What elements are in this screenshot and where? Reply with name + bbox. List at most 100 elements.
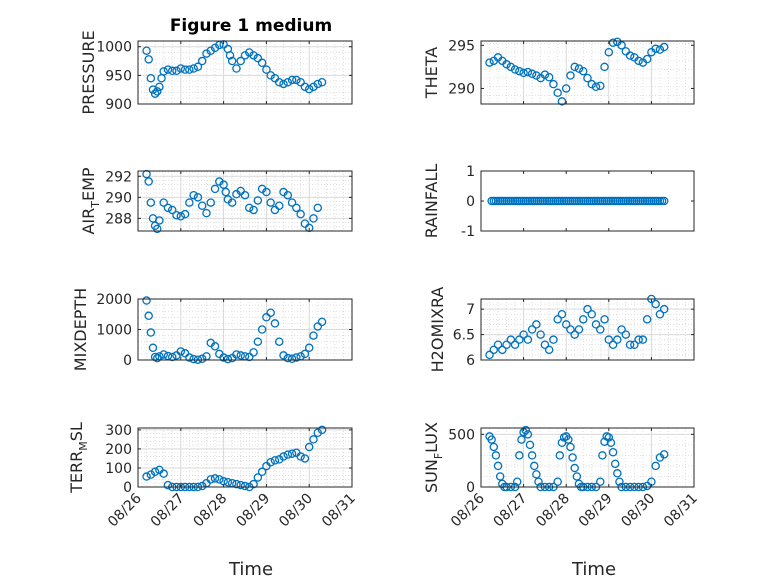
figure-title: Figure 1 medium (170, 16, 332, 36)
axes-box (480, 40, 695, 105)
data-point (287, 449, 297, 458)
x-tick-label: 08/31 (319, 491, 359, 531)
data-point (163, 65, 173, 74)
data-point (197, 56, 207, 66)
data-point (659, 42, 669, 52)
data-point (257, 467, 267, 477)
data-point (608, 447, 618, 457)
y-tick-label: 288 (105, 211, 132, 227)
data-point (570, 62, 579, 72)
data-point (159, 469, 168, 478)
data-point (245, 48, 254, 57)
data-point (493, 340, 503, 349)
y-axis-label-main: RAINFALL (422, 164, 441, 239)
data-point (296, 452, 305, 461)
subplot-mixdepth: 0 1000 2000 MIXDEPTH (71, 288, 353, 371)
y-axis-label: PRESSURE (79, 30, 98, 114)
data-point (544, 72, 554, 82)
axes-box (137, 427, 353, 488)
data-point (249, 205, 258, 215)
data-point (304, 442, 314, 452)
y-axis-label-main: AIR (79, 208, 98, 235)
data-point (283, 450, 293, 459)
y-axis-label-subscript: F (432, 453, 445, 459)
data-point (600, 437, 609, 446)
data-point (574, 325, 584, 334)
y-tick-label: 6 (466, 353, 475, 369)
data-point (561, 320, 571, 329)
data-point (227, 198, 237, 207)
data-point (606, 438, 616, 447)
data-point (300, 82, 310, 92)
data-point (651, 299, 660, 309)
data-point (253, 53, 263, 63)
data-point (544, 345, 554, 355)
data-point (493, 461, 503, 471)
data-point (621, 47, 631, 56)
data-point (180, 209, 190, 219)
data-point (313, 203, 323, 213)
data-point (615, 477, 624, 486)
data-point (206, 46, 216, 55)
data-point (172, 66, 181, 76)
data-point (292, 353, 301, 362)
data-point (266, 198, 275, 207)
y-tick-label: 2000 (96, 292, 132, 308)
data-point (608, 340, 618, 349)
y-tick-label: 200 (105, 442, 132, 458)
data-point (578, 315, 588, 324)
data-point (553, 477, 562, 486)
data-point (625, 51, 635, 60)
data-point (317, 317, 327, 327)
data-point (655, 45, 665, 54)
data-point (236, 186, 245, 196)
y-tick-label: 1 (466, 164, 475, 180)
y-axis-label-tail: EMP (79, 167, 98, 201)
data-point (146, 328, 156, 337)
data-point (617, 325, 626, 334)
data-point (296, 209, 305, 219)
data-point (523, 67, 533, 77)
data-point (525, 440, 535, 450)
data-point (523, 430, 533, 439)
data-point (555, 451, 565, 460)
data-point (553, 88, 562, 98)
data-point (155, 216, 164, 225)
data-point (274, 201, 284, 210)
y-axis-label: THETA (422, 47, 441, 99)
data-point (515, 335, 524, 344)
data-point (515, 451, 524, 460)
data-point (613, 335, 622, 344)
y-tick-label: 1000 (96, 323, 132, 339)
data-point (249, 348, 258, 357)
data-point (600, 315, 609, 324)
data-point (210, 474, 220, 483)
data-point (189, 354, 198, 364)
y-axis-label-main: TERR (67, 451, 86, 494)
y-axis-label-subscript: M (77, 441, 90, 451)
data-point (519, 68, 528, 78)
data-point (163, 203, 173, 213)
data-point (485, 58, 494, 67)
data-point (655, 309, 665, 319)
data-point (491, 451, 501, 460)
data-point (274, 77, 284, 87)
axes-box (137, 40, 353, 105)
data-point (617, 41, 626, 50)
data-point (532, 71, 541, 80)
data-point (262, 187, 271, 197)
data-point (596, 477, 605, 486)
data-point (317, 425, 327, 435)
data-point (540, 340, 550, 349)
x-tick-label: 08/29 (576, 491, 616, 531)
data-point (521, 425, 530, 435)
data-point (568, 453, 577, 462)
data-point (249, 479, 258, 489)
data-point (527, 451, 537, 460)
data-point (485, 350, 494, 360)
data-point (625, 340, 635, 349)
subplot-terrain: 08/26 08/27 08/28 08/29 08/30 08/31 0 100 200 300… (67, 422, 359, 530)
subplot-theta: 290 295 THETA (422, 37, 695, 106)
